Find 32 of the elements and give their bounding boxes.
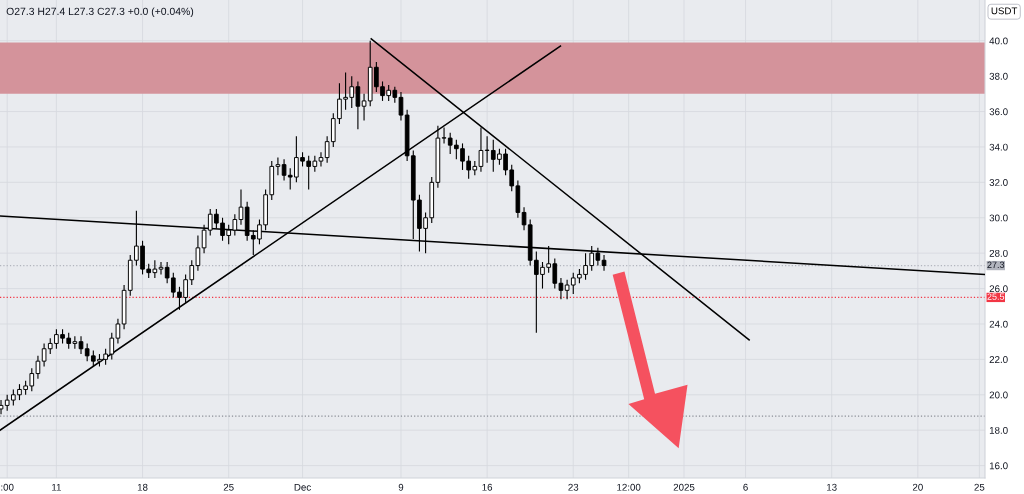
- y-axis-title: USDT: [991, 7, 1018, 15]
- x-tick-label: :00: [1, 483, 14, 491]
- x-tick-label: 2025: [673, 483, 695, 491]
- y-tick-label: 28.0: [989, 249, 1008, 257]
- y-tick-label: 32.0: [989, 179, 1008, 186]
- ref-line-label: 27.3: [987, 261, 1005, 268]
- x-tick-label: 23: [568, 483, 579, 491]
- y-tick-label: 18.0: [989, 426, 1008, 434]
- x-tick-label: 20: [912, 483, 923, 491]
- y-tick-label: 16.0: [989, 462, 1008, 470]
- x-tick-label: Dec: [294, 483, 311, 491]
- x-tick-label: 16: [482, 483, 493, 491]
- x-tick-label: 13: [827, 483, 837, 491]
- y-tick-label: 38.0: [989, 72, 1008, 80]
- candlestick: [601, 254, 607, 272]
- y-tick-label: 20.0: [989, 391, 1008, 399]
- annotation: O27.3 H27.4 L27.3 C27.3 +0.0 (+0.04%): [6, 7, 194, 18]
- y-tick-label: 36.0: [989, 108, 1008, 116]
- y-tick-label: 24.0: [989, 320, 1008, 328]
- x-tick-label: 11: [52, 483, 61, 491]
- x-tick-label: 18: [137, 483, 148, 491]
- y-tick-label: 30.0: [989, 214, 1008, 222]
- x-tick-label: 9: [398, 483, 404, 491]
- y-tick-label: 40.0: [989, 37, 1008, 45]
- ref-line-label: 25.5: [987, 293, 1005, 300]
- x-tick-label: 12:00: [617, 483, 641, 491]
- y-tick-label: 26.0: [989, 285, 1008, 293]
- y-tick-label: 34.0: [989, 143, 1008, 151]
- x-tick-label: 25: [974, 483, 985, 491]
- y-tick-label: 22.0: [989, 356, 1008, 363]
- x-tick-label: 6: [743, 483, 748, 491]
- x-tick-label: 25: [223, 483, 234, 491]
